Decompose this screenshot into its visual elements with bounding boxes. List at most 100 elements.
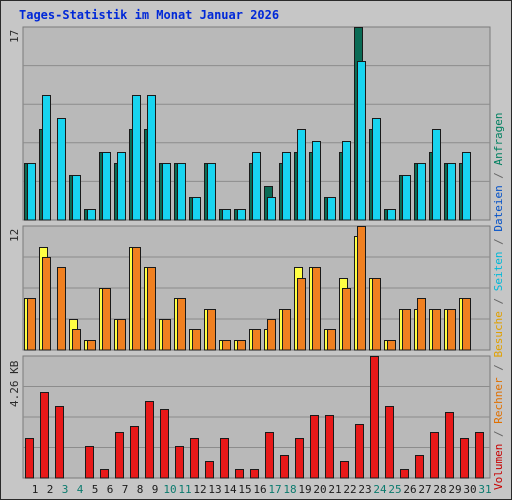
day-label-19: 19 (298, 483, 312, 496)
bar-volumen-day-10 (160, 409, 169, 479)
bar-dateien-day-7 (117, 152, 126, 221)
bar-dateien-day-30 (462, 152, 471, 221)
bar-volumen-day-24 (370, 356, 379, 479)
day-label-25: 25 (388, 483, 402, 496)
bar-besuche-day-26 (402, 309, 411, 351)
day-label-8: 8 (136, 483, 144, 496)
legend-item-7: / (492, 231, 505, 252)
bar-volumen-day-31 (475, 432, 484, 479)
bar-volumen-day-8 (130, 426, 139, 479)
bar-dateien-day-3 (57, 118, 66, 221)
bar-volumen-day-16 (250, 469, 259, 479)
bar-dateien-day-25 (387, 209, 396, 221)
bar-dateien-day-8 (132, 95, 141, 221)
day-label-23: 23 (358, 483, 372, 496)
bar-volumen-day-7 (115, 432, 124, 479)
bar-besuche-day-23 (357, 226, 366, 351)
day-label-2: 2 (46, 483, 54, 496)
bar-dateien-day-24 (372, 118, 381, 221)
panel-3-max-label: 4.26 KB (8, 360, 21, 407)
day-label-16: 16 (253, 483, 267, 496)
legend-item-1: / (492, 423, 505, 444)
legend-item-3: / (492, 357, 505, 378)
day-label-1: 1 (31, 483, 39, 496)
day-label-27: 27 (418, 483, 432, 496)
day-label-11: 11 (178, 483, 192, 496)
legend-item-6: Seiten (492, 251, 505, 292)
bar-besuche-day-30 (462, 298, 471, 351)
bar-dateien-day-29 (447, 163, 456, 221)
bar-dateien-day-13 (207, 163, 216, 221)
day-label-28: 28 (433, 483, 447, 496)
bar-dateien-day-4 (72, 175, 81, 221)
day-label-13: 13 (208, 483, 222, 496)
bar-volumen-day-19 (295, 438, 304, 479)
legend-item-8: Dateien (492, 185, 505, 232)
bar-besuche-day-21 (327, 329, 336, 351)
bar-besuche-day-1 (27, 298, 36, 351)
day-label-21: 21 (328, 483, 342, 496)
day-label-5: 5 (91, 483, 99, 496)
bar-besuche-day-14 (222, 340, 231, 351)
bar-besuche-day-13 (207, 309, 216, 351)
bar-volumen-day-18 (280, 455, 289, 479)
bar-dateien-day-11 (177, 163, 186, 221)
bar-dateien-day-12 (192, 197, 201, 221)
day-label-31: 31 (478, 483, 492, 496)
chart-title: Tages-Statistik im Monat Januar 2026 (19, 8, 280, 22)
bar-besuche-day-2 (42, 257, 51, 351)
bar-dateien-day-21 (327, 197, 336, 221)
bar-volumen-day-12 (190, 438, 199, 479)
bar-dateien-day-9 (147, 95, 156, 221)
bar-dateien-day-27 (417, 163, 426, 221)
bar-volumen-day-9 (145, 401, 154, 479)
day-label-30: 30 (463, 483, 477, 496)
bar-besuche-day-12 (192, 329, 201, 351)
day-label-9: 9 (151, 483, 159, 496)
legend-item-0: Volumen (492, 443, 505, 490)
bar-besuche-day-9 (147, 267, 156, 351)
bar-dateien-day-20 (312, 141, 321, 221)
bar-dateien-day-18 (282, 152, 291, 221)
bar-volumen-day-17 (265, 432, 274, 479)
panel-1-max-label: 17 (8, 29, 21, 43)
legend-item-4: Besuche (492, 311, 505, 358)
bar-dateien-day-5 (87, 209, 96, 221)
bar-besuche-day-20 (312, 267, 321, 351)
chart-legend: Volumen / Rechner / Besuche / Seiten / D… (492, 112, 505, 490)
bar-dateien-day-26 (402, 175, 411, 221)
day-label-18: 18 (283, 483, 297, 496)
bar-dateien-day-16 (252, 152, 261, 221)
bar-besuche-day-15 (237, 340, 246, 351)
legend-item-10: Anfragen (492, 112, 505, 166)
bar-volumen-day-1 (25, 438, 34, 479)
bar-dateien-day-22 (342, 141, 351, 221)
bar-besuche-day-6 (102, 288, 111, 351)
day-label-14: 14 (223, 483, 237, 496)
bar-besuche-day-4 (72, 329, 81, 351)
bar-volumen-day-22 (340, 461, 349, 479)
bar-volumen-day-30 (460, 438, 469, 479)
day-label-6: 6 (106, 483, 114, 496)
bar-besuche-day-8 (132, 247, 141, 351)
bar-volumen-day-26 (400, 469, 409, 479)
bar-besuche-day-18 (282, 309, 291, 351)
bar-volumen-day-25 (385, 406, 394, 479)
bar-besuche-day-22 (342, 288, 351, 351)
bar-besuche-day-17 (267, 319, 276, 351)
legend-item-2: Rechner (492, 377, 505, 424)
bar-volumen-day-15 (235, 469, 244, 479)
day-label-29: 29 (448, 483, 462, 496)
bar-volumen-day-6 (100, 469, 109, 479)
day-label-12: 12 (193, 483, 207, 496)
day-label-15: 15 (238, 483, 252, 496)
bar-dateien-day-1 (27, 163, 36, 221)
bar-dateien-day-19 (297, 129, 306, 221)
bar-dateien-day-17 (267, 197, 276, 221)
bar-besuche-day-24 (372, 278, 381, 351)
day-label-4: 4 (76, 483, 84, 496)
bar-volumen-day-20 (310, 415, 319, 479)
bar-volumen-day-5 (85, 446, 94, 479)
day-label-7: 7 (121, 483, 129, 496)
